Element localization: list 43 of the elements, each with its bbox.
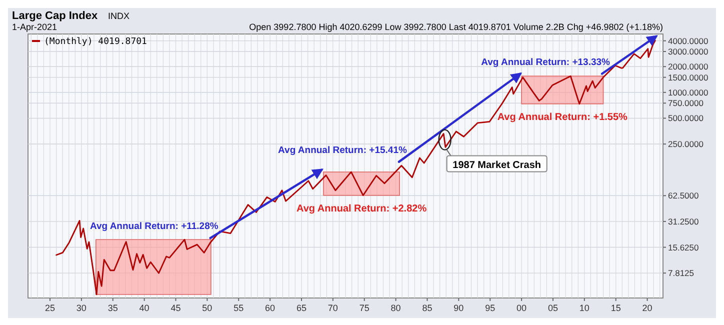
x-tick-label: 35 xyxy=(108,303,118,313)
y-tick-label: 250.0000 xyxy=(668,139,704,150)
x-tick-label: 30 xyxy=(76,303,86,313)
chart-subtitle: 1-Apr-2021 xyxy=(12,22,58,32)
band-label: Avg Annual Return: +1.55% xyxy=(497,112,628,123)
y-tick-label: 1500.0000 xyxy=(668,72,708,82)
x-tick-label: 65 xyxy=(296,303,306,313)
y-tick-label: 15.6250 xyxy=(668,242,699,252)
text: Open 3992.7800 High 4020.6299 Low 3992.7800 Last 4019.8701 Volume 2.2B Chg +46.9802 (+1.18%) xyxy=(249,22,663,32)
x-tick-label: 70 xyxy=(328,303,338,313)
x-tick-label: 00 xyxy=(516,303,527,313)
y-tick-label: 62.5000 xyxy=(668,190,699,201)
x-tick-label: 85 xyxy=(422,303,432,313)
y-tick-label: 4000.0000 xyxy=(668,36,708,46)
x-tick-label: 90 xyxy=(454,303,464,313)
x-tick-label: 75 xyxy=(359,303,370,313)
series-label: Avg Annual Return: +15.41% xyxy=(278,144,408,156)
x-tick-label: 05 xyxy=(548,303,558,313)
legend-label: (Monthly) 4019.8701 xyxy=(44,37,147,47)
text: INDX xyxy=(108,11,130,21)
y-tick-label: 31.2500 xyxy=(668,216,699,226)
x-tick-label: 45 xyxy=(170,303,181,313)
x-tick-label: 15 xyxy=(610,303,621,313)
annotation: 1987 Market Crash xyxy=(452,160,542,171)
x-tick-label: 20 xyxy=(642,303,652,313)
x-tick-label: 95 xyxy=(485,303,496,313)
chart-title: Large Cap Index xyxy=(12,10,98,22)
y-tick-label: 3000.0000 xyxy=(668,46,708,56)
y-tick-label: 500.0000 xyxy=(668,113,704,124)
x-tick-label: 40 xyxy=(139,303,150,313)
y-tick-label: 2000.0000 xyxy=(668,62,708,72)
x-tick-label: 60 xyxy=(265,303,276,313)
band-label: Avg Annual Return: +2.82% xyxy=(296,203,427,214)
x-tick-label: 80 xyxy=(390,303,401,313)
y-tick-label: 1000.0000 xyxy=(668,87,708,98)
x-tick-label: 10 xyxy=(579,303,590,313)
y-tick-label: 7.8125 xyxy=(668,268,694,278)
x-tick-label: 50 xyxy=(202,303,212,313)
y-tick-label: 750.0000 xyxy=(668,98,704,108)
series-label: Avg Annual Return: +13.33% xyxy=(481,56,611,68)
x-tick-label: 55 xyxy=(234,303,244,313)
x-tick-label: 25 xyxy=(44,303,56,313)
series-label: Avg Annual Return: +11.28% xyxy=(90,221,219,232)
